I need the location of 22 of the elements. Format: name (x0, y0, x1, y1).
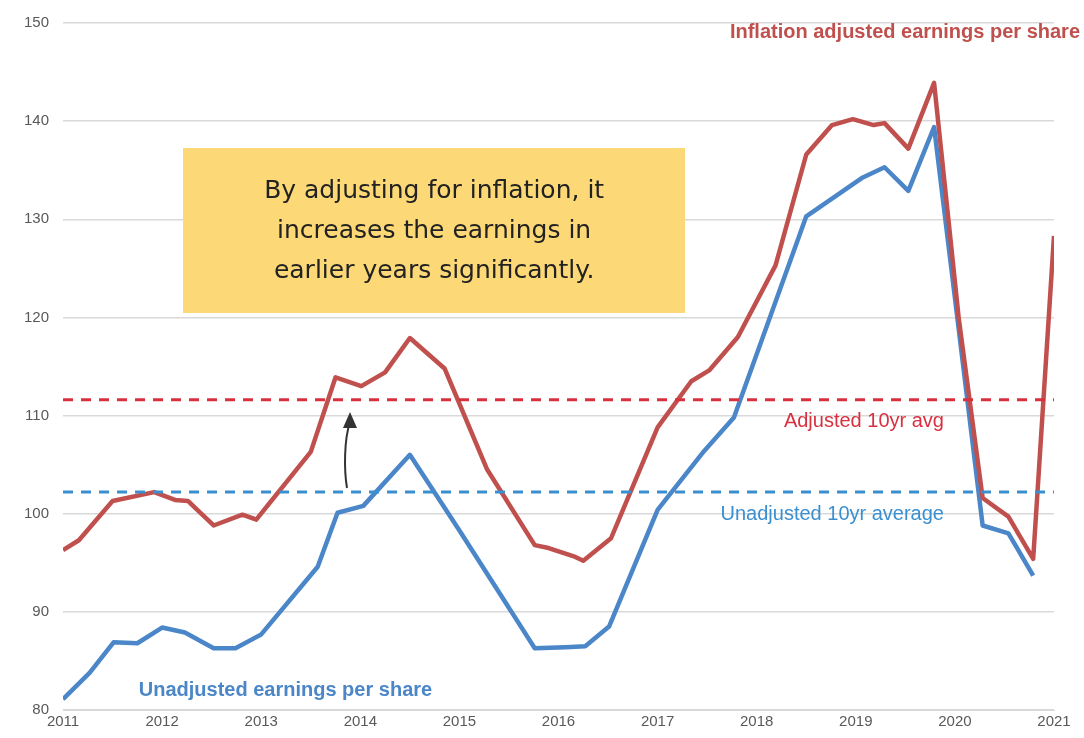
x-tick-label: 2016 (541, 712, 576, 730)
x-tick-label: 2013 (244, 712, 278, 730)
y-tick-label: 90 (32, 602, 50, 619)
ref-line-label: Adjusted 10yr avg (783, 409, 944, 432)
x-tick-label: 2018 (740, 712, 774, 730)
y-tick-label: 100 (24, 503, 50, 521)
text: Inflation adjusted earnings per share (729, 20, 1080, 43)
y-tick-label: 110 (25, 405, 50, 423)
x-tick-label: 2021 (1037, 712, 1071, 730)
x-tick-label: 2014 (343, 712, 378, 730)
ref-line-label: Unadjusted 10yr average (720, 501, 944, 524)
sticky-note: By adjusting for inflation, it increases the earnings in earlier years significantly. (182, 147, 686, 313)
x-tick-label: 2017 (640, 712, 675, 730)
series-label: Unadjusted earnings per share (138, 677, 433, 700)
x-tick-label: 2012 (145, 712, 179, 730)
y-tick-label: 140 (24, 111, 50, 129)
y-tick-label: 150 (24, 13, 50, 31)
y-tick-label: 120 (24, 307, 50, 325)
x-tick-label: 2020 (938, 712, 972, 730)
x-tick-label: 2015 (442, 712, 477, 730)
y-tick-label: 130 (24, 209, 50, 227)
x-tick-label: 2019 (839, 712, 873, 730)
